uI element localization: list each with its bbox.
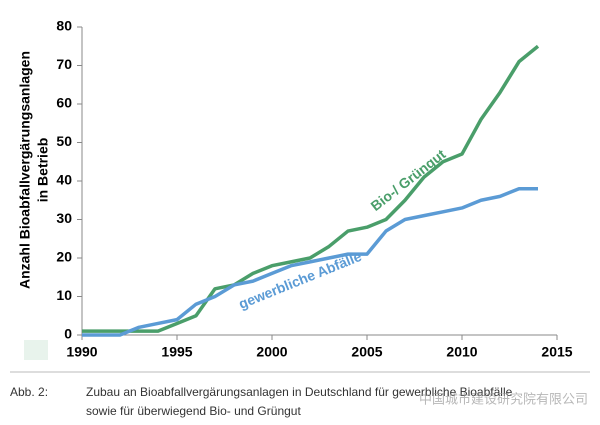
y-tick-label: 80 [56,18,72,34]
x-tick-label: 1990 [66,344,97,360]
watermark: 中国城市建设研究院有限公司 [419,391,588,406]
y-axis-label: Anzahl Bioabfallvergärungsanlagen [17,51,33,289]
y-tick-label: 60 [56,95,72,111]
x-tick-label: 1995 [161,344,192,360]
series-line [82,44,540,333]
y-tick-label: 30 [56,210,72,226]
y-tick-label: 50 [56,133,72,149]
y-tick-label: 20 [56,249,72,265]
y-tick-label: 0 [64,326,72,342]
x-tick-label: 2015 [541,344,572,360]
y-tick-label: 10 [56,287,72,303]
caption: Zubau an Bioabfallvergärungsanlagen in D… [86,385,513,399]
y-axis-label: in Betrieb [35,138,51,203]
caption: sowie für überwiegend Bio- und Grüngut [86,404,301,418]
y-tick-label: 40 [56,172,72,188]
series-label: Bio-/ Grüngut [368,146,449,214]
caption-label: Abb. 2: [10,385,48,399]
x-tick-label: 2005 [351,344,382,360]
y-tick-label: 70 [56,56,72,72]
x-tick-label: 2010 [446,344,477,360]
series-line [82,186,538,337]
x-tick-label: 2000 [256,344,287,360]
logo [24,340,48,360]
